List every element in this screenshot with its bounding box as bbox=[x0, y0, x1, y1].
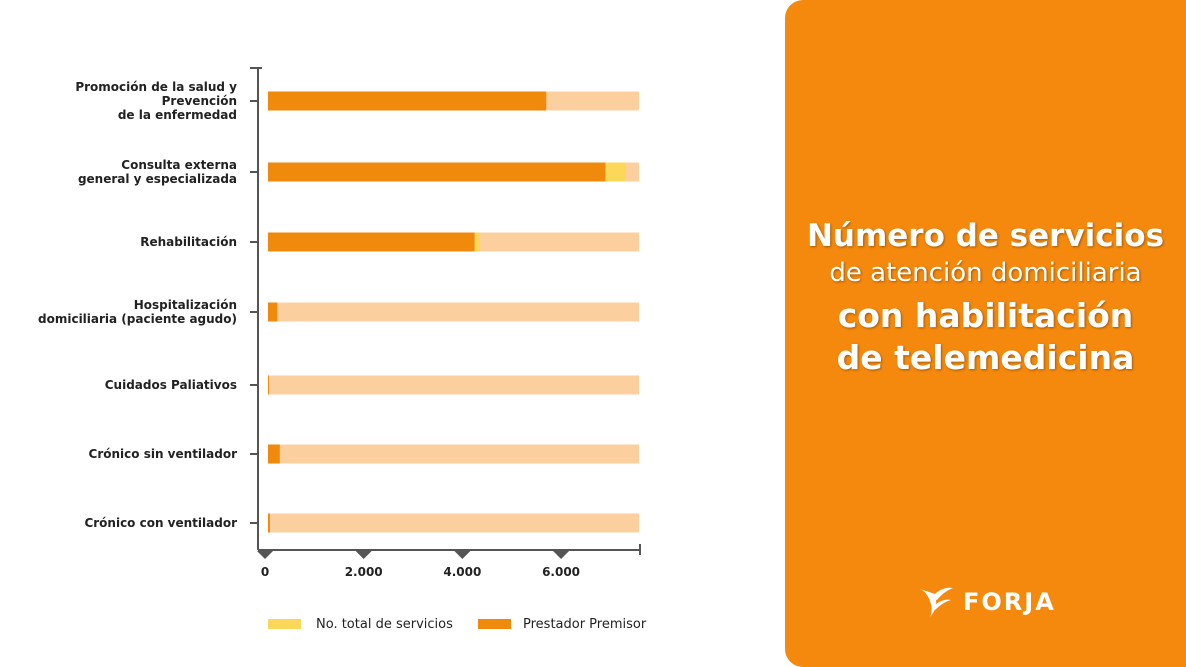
x-tick-label: 2.000 bbox=[345, 565, 383, 579]
bar-segment bbox=[474, 232, 480, 252]
x-tick-label: 6.000 bbox=[542, 565, 580, 579]
bar-track bbox=[268, 375, 639, 395]
category-label: Rehabilitación bbox=[140, 235, 237, 249]
title-panel: Número de servicios de atención domicili… bbox=[785, 0, 1186, 667]
x-tick bbox=[553, 551, 570, 559]
bar-segment bbox=[268, 162, 606, 182]
brand: FORJA bbox=[963, 588, 1056, 616]
legend-swatch bbox=[268, 619, 301, 629]
title-line: Número de servicios bbox=[806, 218, 1165, 254]
x-tick bbox=[257, 551, 273, 559]
x-tick bbox=[355, 551, 372, 559]
category-label: Cuidados Paliativos bbox=[104, 378, 237, 392]
bar-track bbox=[268, 513, 639, 533]
brand-logo bbox=[917, 587, 953, 618]
legend-swatch bbox=[478, 619, 511, 629]
bar-segment bbox=[268, 232, 475, 252]
bar-segment bbox=[268, 375, 269, 395]
bar-segment bbox=[268, 302, 278, 322]
bar-segment bbox=[605, 162, 626, 182]
x-tick bbox=[454, 551, 471, 559]
x-tick-label: 0 bbox=[261, 565, 269, 579]
x-tick-label: 4.000 bbox=[443, 565, 481, 579]
legend-label: No. total de servicios bbox=[316, 617, 453, 632]
bar-track bbox=[268, 444, 639, 464]
category-label: Consulta externa general y especializada bbox=[77, 158, 237, 186]
bar-segment bbox=[268, 513, 270, 533]
bar-track bbox=[268, 302, 639, 322]
title-line: de telemedicina bbox=[836, 338, 1135, 377]
category-label: Crónico con ventilador bbox=[84, 516, 237, 530]
chart: 0 2.000 4.000 6.000 Prestador Premisor No. to… bbox=[250, 67, 647, 632]
legend-label: Prestador Premisor bbox=[523, 617, 647, 632]
category-label: Promoción de la salud y Prevención de la… bbox=[75, 80, 237, 122]
title-line: con habilitación bbox=[837, 296, 1134, 335]
category-label: Hospitalización domiciliaria (paciente a… bbox=[38, 298, 237, 326]
bar-segment bbox=[268, 444, 280, 464]
title-line: de atención domiciliaria bbox=[829, 258, 1142, 288]
category-label: Crónico sin ventilador bbox=[88, 447, 237, 461]
bar-segment bbox=[268, 91, 547, 111]
